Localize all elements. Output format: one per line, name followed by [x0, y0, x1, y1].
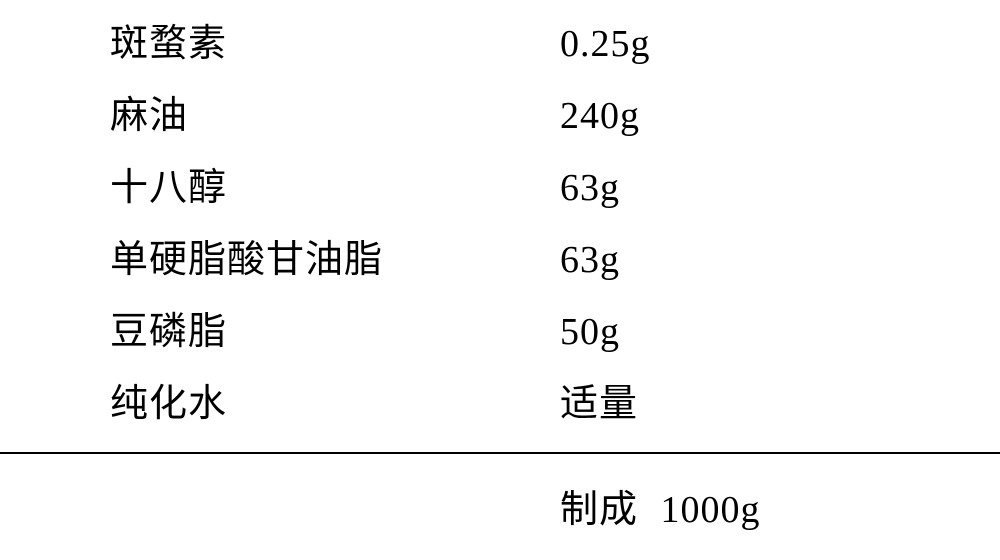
table-rule [0, 452, 1000, 454]
table-row: 斑蝥素 0.25g [110, 12, 890, 84]
ingredient-label: 单硬脂酸甘油脂 [110, 228, 560, 283]
ingredient-label: 十八醇 [110, 156, 560, 211]
table-row: 豆磷脂 50g [110, 300, 890, 372]
ingredient-value: 63g [560, 238, 890, 282]
page: 斑蝥素 0.25g 麻油 240g 十八醇 63g 单硬脂酸甘油脂 63g 豆磷… [0, 0, 1000, 560]
ingredient-value: 50g [560, 310, 890, 354]
ingredient-label: 豆磷脂 [110, 300, 560, 355]
ingredient-value: 适量 [560, 372, 890, 427]
ingredient-value: 0.25g [560, 22, 890, 66]
table-row: 十八醇 63g [110, 156, 890, 228]
table-row: 纯化水 适量 [110, 372, 890, 444]
table-row: 麻油 240g [110, 84, 890, 156]
ingredient-label: 斑蝥素 [110, 12, 560, 67]
total-label: 制成 [560, 489, 638, 531]
ingredient-value: 240g [560, 94, 890, 138]
ingredient-value: 63g [560, 166, 890, 210]
total-value: 1000g [661, 489, 761, 531]
ingredient-label: 麻油 [110, 84, 560, 139]
table-row: 单硬脂酸甘油脂 63g [110, 228, 890, 300]
total-row: 制成 1000g [560, 478, 761, 533]
ingredient-label: 纯化水 [110, 372, 560, 427]
ingredient-table: 斑蝥素 0.25g 麻油 240g 十八醇 63g 单硬脂酸甘油脂 63g 豆磷… [110, 12, 890, 444]
